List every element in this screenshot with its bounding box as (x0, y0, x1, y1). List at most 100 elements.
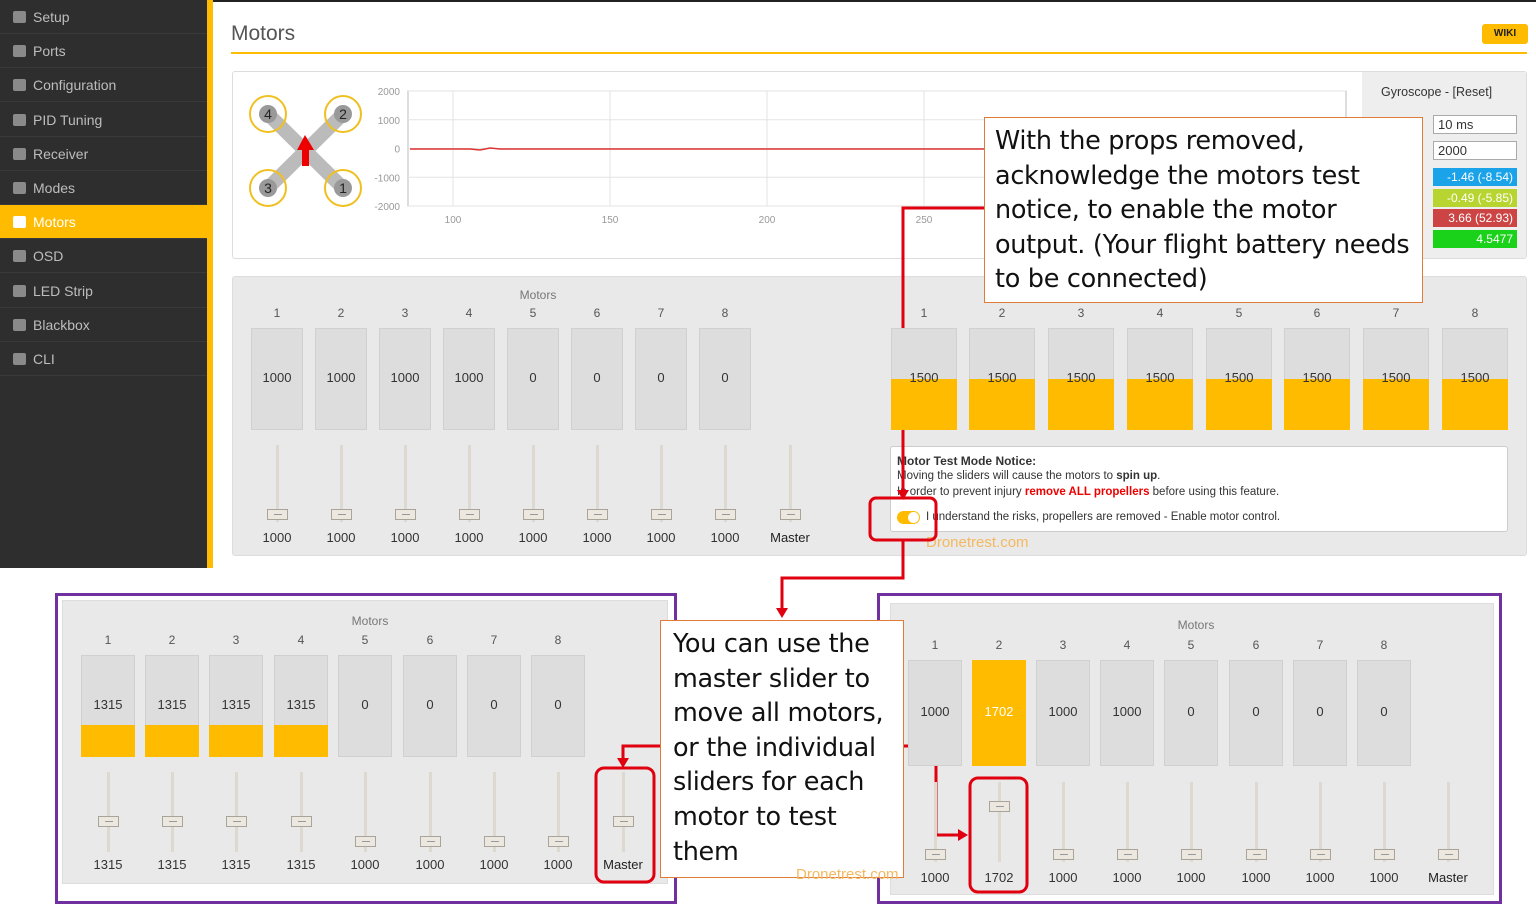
slider-thumb[interactable] (989, 801, 1010, 812)
motor-number: 2 (168, 633, 176, 647)
slider-value: 1000 (262, 530, 292, 545)
nav-item[interactable]: PID Tuning (0, 103, 207, 137)
motor-value: 1500 (1145, 370, 1175, 385)
nav-item[interactable]: Receiver (0, 137, 207, 171)
motor-value: 1500 (1302, 370, 1332, 385)
slider-value: 1000 (479, 857, 509, 872)
slider-thumb[interactable] (226, 816, 247, 827)
nav-item[interactable]: Ports (0, 34, 207, 69)
master-thumb[interactable] (780, 509, 801, 520)
motor-level (209, 725, 263, 757)
watermark: Dronetrest.com (796, 866, 899, 883)
slider-thumb[interactable] (484, 836, 505, 847)
slider-track (622, 772, 625, 852)
select[interactable]: 2000 (1433, 141, 1517, 160)
slider-thumb[interactable] (1117, 849, 1138, 860)
watermark: Dronetrest.com (926, 534, 1029, 551)
slider-thumb[interactable] (1374, 849, 1395, 860)
motor-number: 7 (490, 633, 498, 647)
nav-item[interactable]: Configuration (0, 68, 207, 103)
master-label: Master (603, 857, 643, 872)
nav-item[interactable]: Modes (0, 171, 207, 205)
motor-number: 4 (1123, 638, 1131, 652)
slider-track (998, 782, 1001, 862)
slider-value: 1000 (920, 870, 950, 885)
slider-thumb[interactable] (395, 509, 416, 520)
slider-thumb[interactable] (98, 816, 119, 827)
slider-thumb[interactable] (651, 509, 672, 520)
slider-track (1062, 782, 1065, 862)
motor-number: 7 (1392, 306, 1400, 320)
motor-number: 5 (529, 306, 537, 320)
master-thumb[interactable] (613, 816, 634, 827)
page-title: Motors (231, 22, 296, 45)
motor-box (699, 328, 751, 430)
gyro-reading: 4.5477 (1433, 229, 1517, 248)
slider-value: 1315 (221, 857, 251, 872)
slider-value: 1000 (1305, 870, 1335, 885)
slider-thumb[interactable] (1310, 849, 1331, 860)
toggle-label: I understand the risks, propellers are r… (926, 511, 1281, 523)
motor-number: 8 (1471, 306, 1479, 320)
motor-value: 1315 (286, 697, 316, 712)
motor-number: 1 (273, 306, 281, 320)
motor-value: 0 (490, 697, 498, 712)
icon (13, 45, 26, 58)
icon (13, 147, 26, 160)
nav-item[interactable]: LED Strip (0, 274, 207, 308)
slider-thumb[interactable] (715, 509, 736, 520)
motor-value: 0 (1316, 704, 1324, 719)
slider-thumb[interactable] (523, 509, 544, 520)
master-thumb[interactable] (1438, 849, 1459, 860)
slider-thumb[interactable] (355, 836, 376, 847)
slider-thumb[interactable] (331, 509, 352, 520)
slider-thumb[interactable] (1053, 849, 1074, 860)
toggle[interactable] (897, 511, 920, 524)
slider-thumb[interactable] (1246, 849, 1267, 860)
wiki-button[interactable]: WIKI (1482, 24, 1528, 44)
icon (13, 113, 26, 126)
nav-item[interactable]: Setup (0, 0, 207, 34)
motor-number: 6 (426, 633, 434, 647)
motor-number: 8 (1380, 638, 1388, 652)
slider-thumb[interactable] (587, 509, 608, 520)
motor-value: 1000 (1048, 704, 1078, 719)
nav-item[interactable]: OSD (0, 239, 207, 274)
motor-value: 1315 (157, 697, 187, 712)
notice-line: In order to prevent injury remove ALL pr… (897, 486, 1279, 498)
slider-track (276, 445, 279, 522)
slider-thumb[interactable] (1181, 849, 1202, 860)
nav-item[interactable]: CLI (0, 342, 207, 376)
panel-label: Motors (351, 614, 389, 628)
slider-track (171, 772, 174, 852)
icon (13, 284, 26, 297)
motor-number: 2 (995, 638, 1003, 652)
slider-thumb[interactable] (420, 836, 441, 847)
motor-number: 5 (361, 633, 369, 647)
select[interactable]: 10 ms (1433, 115, 1517, 134)
slider-track (557, 772, 560, 852)
slider-thumb[interactable] (267, 509, 288, 520)
motor-level (145, 725, 199, 757)
slider-value: 1702 (984, 870, 1014, 885)
nav-item[interactable]: Motors (0, 205, 207, 240)
motor-value: 1500 (987, 370, 1017, 385)
slider-thumb[interactable] (291, 816, 312, 827)
motor-level (891, 379, 957, 430)
motor-box (1164, 660, 1218, 766)
notice-line: Moving the sliders will cause the motors… (897, 470, 1160, 482)
nav-item[interactable]: Blackbox (0, 308, 207, 342)
slider-thumb[interactable] (548, 836, 569, 847)
notice-box (890, 446, 1508, 532)
slider-track (934, 782, 937, 862)
slider-track (107, 772, 110, 852)
icon (13, 11, 26, 23)
motor-number: 2 (337, 306, 345, 320)
slider-thumb[interactable] (925, 849, 946, 860)
motor-number: 4 (1156, 306, 1164, 320)
slider-thumb[interactable] (162, 816, 183, 827)
slider-track (1126, 782, 1129, 862)
text: before using this feature. (1149, 486, 1280, 498)
slider-thumb[interactable] (459, 509, 480, 520)
slider-track (404, 445, 407, 522)
